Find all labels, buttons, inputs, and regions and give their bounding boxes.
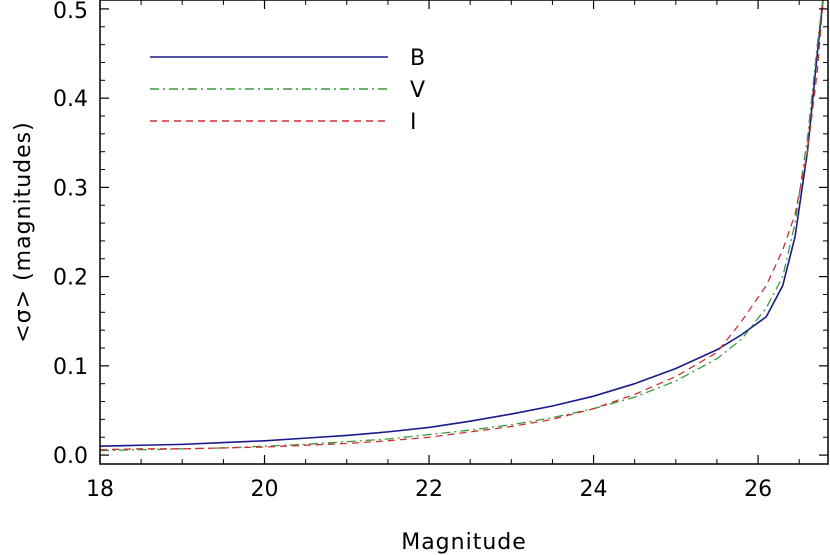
- y-tick-label: 0.1: [53, 355, 88, 380]
- x-tick-label: 26: [744, 477, 772, 502]
- x-tick-label: 24: [580, 477, 608, 502]
- series-layer: [100, 0, 824, 452]
- y-tick-label: 0.5: [53, 0, 88, 24]
- legend-label-i: I: [410, 110, 417, 135]
- y-tick-label: 0.2: [53, 266, 88, 291]
- y-tick-label: 0.4: [53, 87, 88, 112]
- y-ticks: 0.0 0.1 0.2 0.3 0.4 0.5: [53, 0, 828, 469]
- series-line-v: [100, 0, 824, 452]
- legend: BVI: [150, 46, 425, 135]
- x-axis-title: Magnitude: [401, 530, 527, 555]
- series-line-b: [100, 0, 824, 447]
- x-tick-label: 22: [415, 477, 443, 502]
- x-tick-label: 20: [251, 477, 279, 502]
- legend-label-v: V: [410, 78, 425, 103]
- y-tick-label: 0.0: [53, 444, 88, 469]
- x-ticks: 18 20 22 24 26: [86, 0, 800, 502]
- legend-label-b: B: [410, 46, 425, 71]
- series-line-i: [100, 0, 824, 451]
- plot-frame: [99, 0, 829, 465]
- y-axis-title: <σ> (magnitudes): [11, 121, 36, 342]
- y-tick-label: 0.3: [53, 176, 88, 201]
- x-tick-label: 18: [86, 477, 114, 502]
